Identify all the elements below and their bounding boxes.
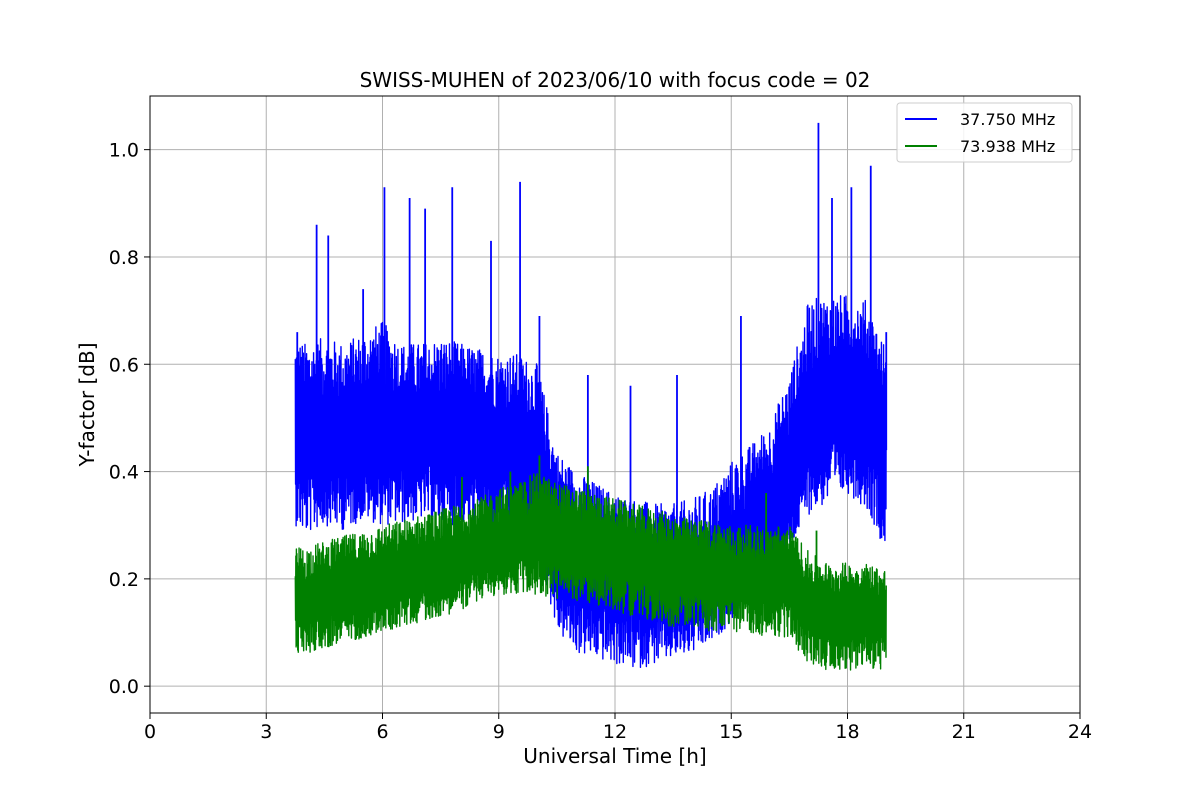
legend-box	[896, 102, 1073, 163]
legend-label: 37.750 MHz	[960, 110, 1055, 129]
series-line	[294, 473, 887, 671]
y-tick-label: 0.8	[109, 247, 139, 269]
x-tick-label: 9	[493, 721, 505, 743]
x-tick-label: 12	[603, 721, 627, 743]
y-tick-label: 1.0	[109, 140, 139, 162]
x-axis-title: Universal Time [h]	[523, 744, 706, 768]
x-tick-label: 24	[1068, 721, 1092, 743]
x-tick-label: 6	[376, 721, 388, 743]
y-tick-label: 0.0	[109, 676, 139, 698]
plot-series	[294, 122, 888, 671]
x-tick-label: 21	[952, 721, 976, 743]
legend: 37.750 MHz 73.938 MHz	[896, 102, 1073, 163]
axis-ticks: 0 3 6 9 12 15 18 21 24 0.0 0.2 0.4 0.6 0.8 1.0	[109, 140, 1092, 743]
y-axis-title: Y-factor [dB]	[75, 342, 99, 467]
x-tick-label: 0	[144, 721, 156, 743]
y-tick-label: 0.4	[109, 462, 139, 484]
x-tick-label: 3	[260, 721, 272, 743]
x-tick-label: 18	[835, 721, 859, 743]
chart-title: SWISS-MUHEN of 2023/06/10 with focus cod…	[360, 68, 871, 92]
x-tick-label: 15	[719, 721, 743, 743]
y-tick-label: 0.2	[109, 569, 139, 591]
y-tick-label: 0.6	[109, 354, 139, 376]
legend-label: 73.938 MHz	[960, 137, 1055, 156]
